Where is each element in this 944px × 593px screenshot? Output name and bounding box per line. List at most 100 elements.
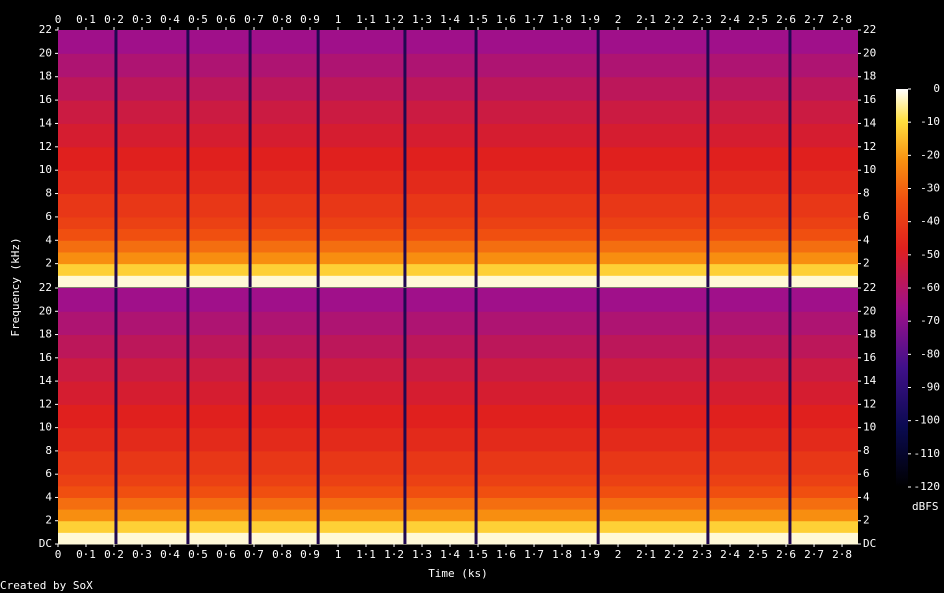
spectrum-cell [598,532,708,545]
spectrum-cell [789,263,858,276]
spectrum-cell [707,53,790,78]
y-tick-label-right: 14 [863,116,877,129]
spectrum-cell [250,53,319,78]
spectrum-cell [318,381,405,405]
spectrum-cell [115,251,188,265]
spectrum-cell [707,334,790,359]
x-tick-label: 2·5 [748,548,768,561]
spectrum-cell [707,216,790,230]
spectrum-cell [250,216,319,230]
spectrum-cell [404,485,477,498]
x-tick-label: 0·1 [76,548,96,561]
spectrum-cell [58,520,116,533]
spectrum-cell [789,288,858,312]
spectrum-cell [250,532,319,545]
spectrum-cell [187,404,251,429]
spectrum-cell [187,288,251,312]
spectrum-cell [58,532,116,545]
spectrum-cell [58,357,116,382]
spectrum-cell [250,123,319,148]
spectrum-cell [476,100,599,124]
spectrum-cell [476,474,599,487]
spectrum-cell [187,275,251,288]
colorbar-tick-label: -30 [920,182,940,195]
spectrum-cell [404,532,477,545]
y-tick-label-right: 16 [863,351,876,364]
x-tick-label: 2·7 [804,548,824,561]
spectrum-cell [476,53,599,78]
spectrum-cell [598,334,708,359]
spectrum-cell [318,76,405,101]
spectrum-cell [58,170,116,195]
spectrum-cell [58,240,116,253]
spectrum-cell [318,263,405,276]
x-tick-label: 0·3 [132,548,152,561]
spectrum-cell [598,146,708,171]
x-tick-label: 0·5 [188,548,208,561]
spectrum-cell [58,251,116,265]
spectrum-cell [789,193,858,218]
spectrum-cell [250,30,319,54]
spectrum-cell [250,263,319,276]
x-axis-label: Time (ks) [428,567,488,580]
spectrum-cell [476,240,599,253]
x-tick-label-top: 0·3 [132,13,152,26]
spectrum-cell [404,509,477,522]
footer: Created by SoX [0,579,93,592]
spectrum-cell [58,216,116,230]
spectrum-cell [598,216,708,230]
spectrum-cell [318,216,405,230]
spectrum-cell [250,288,319,312]
spectrum-cell [598,381,708,405]
x-tick-label: 0·6 [216,548,236,561]
y-tick-label: 6 [45,210,52,223]
spectrum-cell [58,474,116,487]
spectrum-cell [476,146,599,171]
spectrum-cell [250,450,319,475]
spectrum-cell [789,381,858,405]
spectrum-cell [404,497,477,510]
spectrum-cell [598,228,708,241]
spectrum-cell [476,404,599,429]
spectrum-cell [707,485,790,498]
spectrum-cell [598,123,708,148]
spectrum-cell [707,146,790,171]
spectrum-cell [115,509,188,522]
x-tick-label: 2·1 [636,548,656,561]
x-tick-label: 1·3 [412,548,432,561]
spectrum-cell [476,427,599,452]
spectrum-cell [187,193,251,218]
spectrum-cell [789,146,858,171]
spectrum-cell [187,427,251,452]
spectrum-cell [250,474,319,487]
spectrum-cell [250,520,319,533]
spectrum-cell [115,216,188,230]
spectrum-cell [404,146,477,171]
spectrum-cell [789,474,858,487]
spectrum-cell [789,30,858,54]
colorbar-tick-label: -20 [920,148,940,161]
spectrum-cell [318,100,405,124]
spectrum-cell [187,53,251,78]
x-tick-label: 1·8 [552,548,572,561]
spectrum-cell [115,275,188,288]
spectrum-cell [250,146,319,171]
y-tick-label: 20 [39,46,52,59]
spectrum-cell [58,263,116,276]
spectrum-cell [187,251,251,265]
y-tick-label-right: 2 [863,514,870,527]
spectrum-cell [707,228,790,241]
spectrum-cell [58,76,116,101]
y-tick-label: 8 [45,187,52,200]
x-tick-label-top: 0 [55,13,62,26]
spectrum-cell [318,497,405,510]
y-tick-label: 4 [45,490,52,503]
spectrum-cell [789,532,858,545]
spectrum-cell [187,334,251,359]
spectrum-cell [187,76,251,101]
spectrum-cell [187,450,251,475]
x-tick-label-top: 0·8 [272,13,292,26]
spectrum-cell [58,53,116,78]
x-tick-label-top: 2·6 [776,13,796,26]
